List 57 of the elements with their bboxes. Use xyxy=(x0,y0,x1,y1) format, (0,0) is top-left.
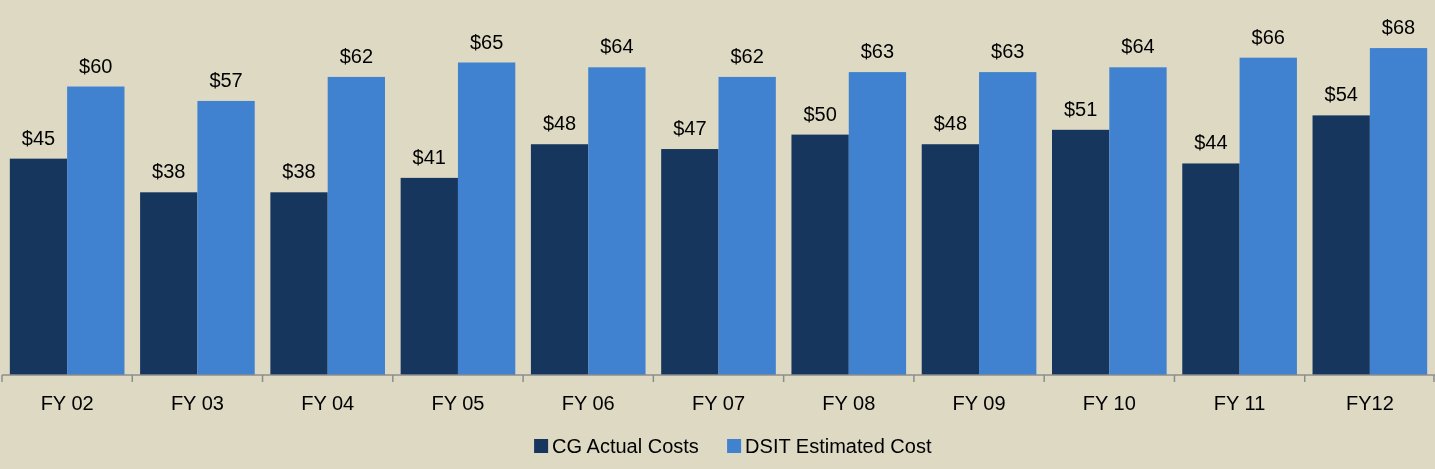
data-label: $48 xyxy=(542,112,577,135)
bar xyxy=(457,62,516,375)
data-label: $63 xyxy=(991,40,1025,63)
x-tick-label: FY 02 xyxy=(40,392,94,414)
bar xyxy=(530,144,589,375)
data-label: $57 xyxy=(209,68,243,91)
bar xyxy=(1239,57,1297,375)
bar xyxy=(1182,163,1240,375)
data-label: $64 xyxy=(600,35,634,58)
data-label: $62 xyxy=(339,44,374,67)
data-label: $38 xyxy=(282,160,316,183)
bar xyxy=(718,76,776,375)
bar xyxy=(979,72,1037,375)
bar xyxy=(327,76,385,375)
x-tick-label: FY 07 xyxy=(692,392,745,414)
bar xyxy=(1052,129,1110,375)
data-label: $65 xyxy=(469,30,504,53)
bar xyxy=(197,100,255,375)
bar xyxy=(661,149,719,375)
bar xyxy=(588,67,646,375)
bar xyxy=(400,177,458,375)
bar xyxy=(270,192,328,375)
data-label: $64 xyxy=(1121,35,1155,58)
x-tick-label: FY12 xyxy=(1345,392,1394,414)
legend-label: CG Actual Costs xyxy=(552,435,699,457)
bar xyxy=(1369,48,1428,375)
data-label: $68 xyxy=(1381,16,1416,39)
data-label: $41 xyxy=(412,145,446,168)
bar xyxy=(921,144,980,375)
data-label: $50 xyxy=(803,102,837,125)
x-tick-label: FY 09 xyxy=(952,392,1006,414)
x-tick-label: FY 05 xyxy=(431,392,485,414)
x-tick-label: FY 03 xyxy=(170,392,224,414)
data-label: $66 xyxy=(1251,25,1285,48)
data-label: $54 xyxy=(1324,83,1358,106)
x-tick-label: FY 10 xyxy=(1082,392,1136,414)
legend-label: DSIT Estimated Cost xyxy=(745,435,932,457)
x-tick-label: FY 11 xyxy=(1213,392,1266,414)
data-label: $38 xyxy=(152,160,186,183)
bar xyxy=(791,134,849,375)
bar xyxy=(67,86,125,375)
x-tick-label: FY 08 xyxy=(822,392,876,414)
bar xyxy=(140,192,198,375)
data-label: $60 xyxy=(79,54,113,77)
data-label: $47 xyxy=(673,117,707,140)
data-label: $63 xyxy=(860,40,895,63)
bar xyxy=(848,72,907,375)
data-label: $48 xyxy=(933,112,968,135)
bar xyxy=(9,158,68,375)
bar xyxy=(1109,67,1167,375)
x-tick-label: FY 04 xyxy=(301,392,355,414)
data-label: $44 xyxy=(1194,131,1228,154)
data-label: $51 xyxy=(1063,97,1098,120)
data-label: $45 xyxy=(21,126,56,149)
x-tick-label: FY 06 xyxy=(561,392,615,414)
bar xyxy=(1312,115,1370,375)
data-label: $62 xyxy=(730,44,764,67)
